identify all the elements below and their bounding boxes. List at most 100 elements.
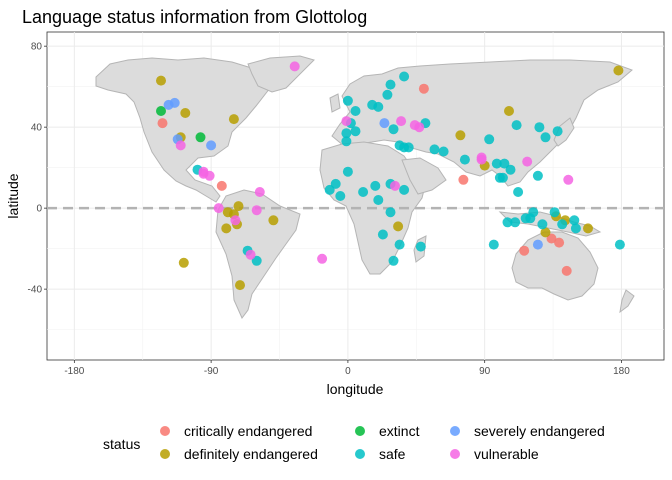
data-point <box>459 154 470 165</box>
data-point <box>251 255 262 266</box>
data-point <box>429 144 440 155</box>
data-point <box>245 249 256 260</box>
data-point <box>540 132 551 143</box>
legend-item: severely endangered <box>450 423 605 439</box>
x-tick-label: -90 <box>204 366 219 377</box>
data-point <box>251 205 262 216</box>
data-point <box>569 215 580 226</box>
legend-label: safe <box>379 446 406 462</box>
x-axis-title: longitude <box>327 381 384 397</box>
data-point <box>513 187 524 197</box>
data-point <box>557 219 568 230</box>
x-tick-label: 0 <box>345 366 351 377</box>
y-axis-title: latitude <box>5 173 21 218</box>
data-point <box>502 217 513 228</box>
legend-item: definitely endangered <box>160 446 318 462</box>
data-point <box>546 233 557 244</box>
legend-item: extinct <box>355 423 420 439</box>
data-point <box>156 106 166 116</box>
data-point <box>396 116 407 127</box>
y-tick-label: 40 <box>31 123 43 134</box>
data-point <box>317 253 328 264</box>
legend-swatch <box>160 449 170 459</box>
data-point <box>235 280 245 291</box>
data-point <box>341 116 352 127</box>
data-point <box>393 221 404 232</box>
data-point <box>385 79 396 90</box>
data-point <box>230 215 241 226</box>
legend-item: critically endangered <box>160 423 312 439</box>
data-point <box>228 114 239 125</box>
legend-swatch <box>160 426 170 436</box>
legend-label: definitely endangered <box>184 446 318 462</box>
legend-label: extinct <box>379 423 420 439</box>
data-point <box>157 118 168 129</box>
y-tick-label: -40 <box>28 285 43 296</box>
data-point <box>532 170 543 181</box>
data-point <box>341 136 352 147</box>
data-point <box>613 65 624 76</box>
data-point <box>476 154 487 165</box>
x-axis-ticks: -180 -90 0 90 180 <box>64 360 630 377</box>
legend-label: severely endangered <box>474 423 605 439</box>
data-point <box>522 156 533 167</box>
data-point <box>455 130 466 141</box>
data-point <box>510 217 521 228</box>
land-new-zealand <box>619 289 635 314</box>
y-axis-ticks: -40 0 40 80 <box>28 42 47 296</box>
data-point <box>552 126 563 137</box>
land-australia <box>511 231 599 301</box>
data-point <box>233 201 244 212</box>
data-point <box>484 134 495 145</box>
data-point <box>377 229 388 240</box>
data-point <box>561 265 572 276</box>
data-point <box>350 106 361 116</box>
data-point <box>409 120 420 131</box>
land-arabia <box>401 157 447 195</box>
data-point <box>175 140 186 151</box>
x-tick-label: 90 <box>479 366 491 377</box>
data-point <box>399 184 410 195</box>
data-point <box>370 180 381 191</box>
data-point <box>342 95 353 106</box>
data-point <box>570 223 581 234</box>
data-point <box>388 124 399 135</box>
data-point <box>341 128 352 139</box>
data-point <box>532 239 543 250</box>
data-point <box>511 120 522 131</box>
data-point <box>268 215 279 226</box>
legend-item: safe <box>355 446 406 462</box>
data-point <box>342 166 353 177</box>
data-point <box>221 223 232 234</box>
data-point <box>367 99 378 110</box>
data-point <box>540 227 551 238</box>
data-point <box>213 203 224 214</box>
data-point <box>254 187 265 197</box>
data-point <box>537 219 548 230</box>
legend-title: status <box>103 436 140 452</box>
legend-label: vulnerable <box>474 446 539 462</box>
data-point <box>216 180 227 191</box>
data-point <box>438 146 449 157</box>
data-point <box>289 61 300 72</box>
data-point <box>505 164 516 175</box>
legend-swatch <box>450 449 460 459</box>
data-point <box>350 126 361 137</box>
land-north-america <box>95 57 271 203</box>
data-point <box>549 207 560 218</box>
data-point <box>491 158 502 169</box>
data-point <box>504 106 514 116</box>
legend-swatch <box>450 426 460 436</box>
x-tick-label: -180 <box>64 366 84 377</box>
data-point <box>525 213 536 224</box>
legend: status critically endangered definitely e… <box>103 423 605 462</box>
data-point <box>335 191 346 201</box>
data-point <box>169 97 180 108</box>
data-point <box>388 255 399 266</box>
data-point <box>488 239 499 250</box>
data-point <box>373 195 384 205</box>
data-point <box>180 108 191 118</box>
legend-swatch <box>355 449 365 459</box>
legend-swatch <box>355 426 365 436</box>
